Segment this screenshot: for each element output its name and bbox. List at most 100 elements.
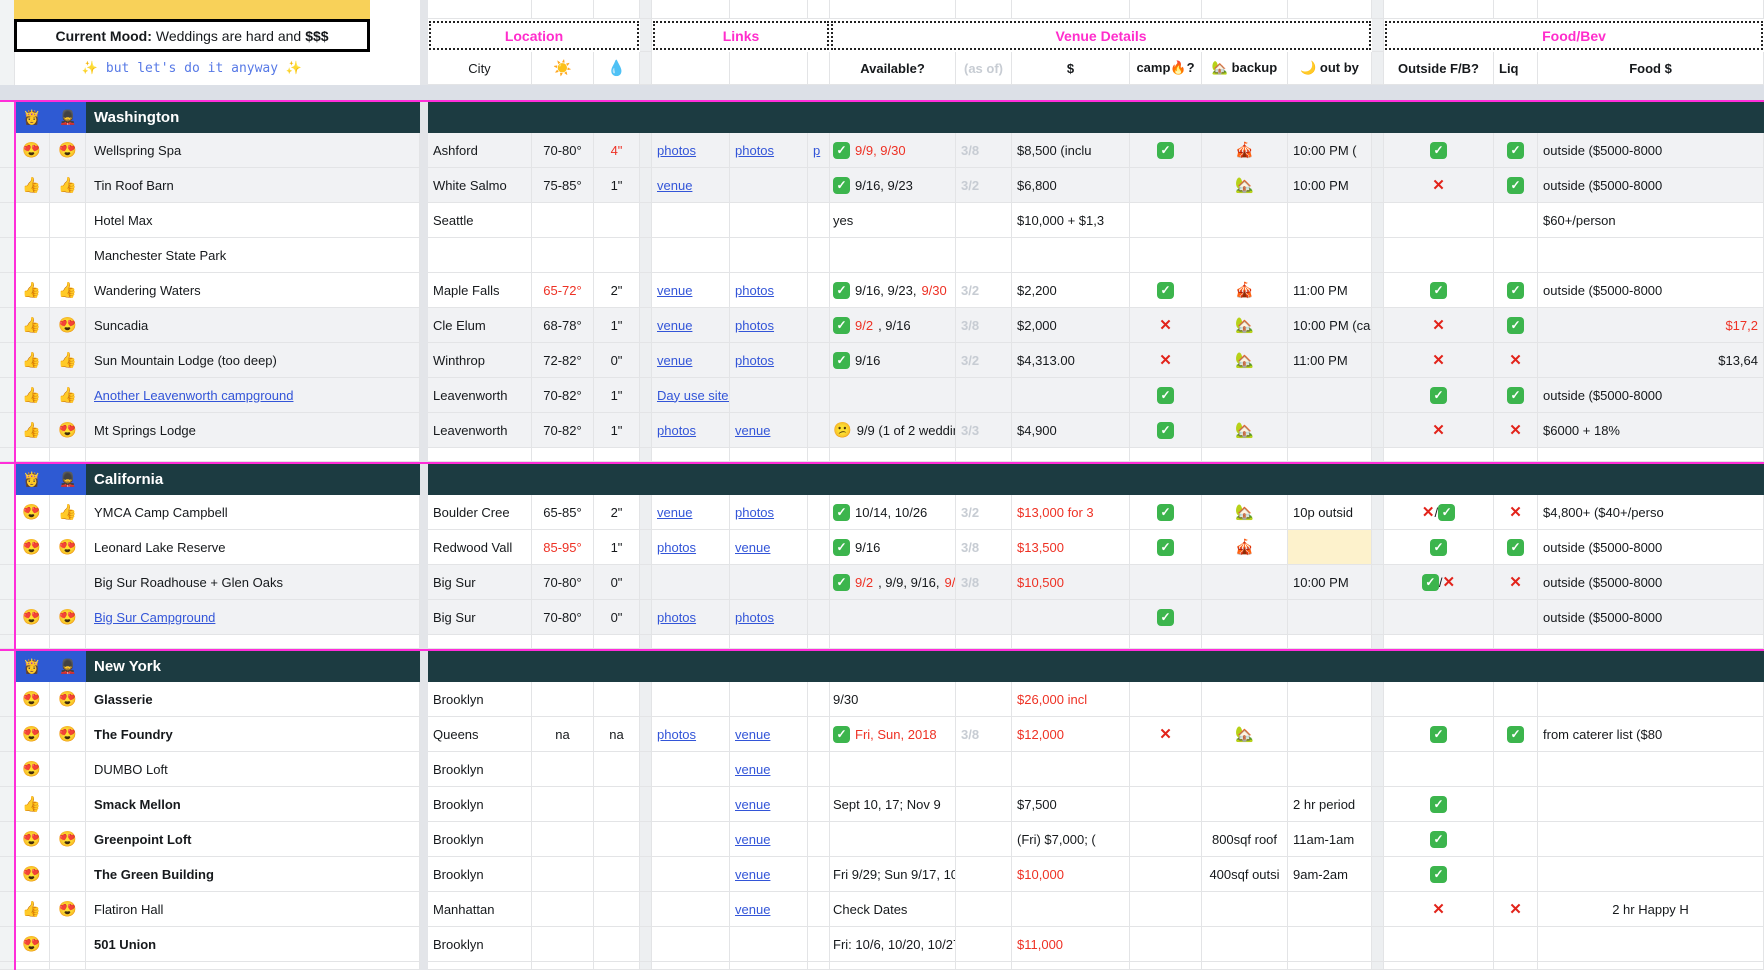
outside-fb-cell[interactable] <box>1384 238 1494 273</box>
liquor-cell[interactable] <box>1494 682 1538 717</box>
out-by-cell[interactable] <box>1288 892 1372 927</box>
link-cell[interactable]: venue <box>730 787 808 822</box>
availability-cell[interactable] <box>830 238 956 273</box>
city-cell[interactable]: Queens <box>428 717 532 752</box>
her-rating-cell[interactable]: 😍 <box>14 822 50 857</box>
temp-range-cell[interactable]: na <box>532 717 594 752</box>
venue-name-cell[interactable]: The Green Building <box>86 857 420 892</box>
venue-name-cell[interactable]: DUMBO Loft <box>86 752 420 787</box>
price-cell[interactable] <box>1012 752 1130 787</box>
food-cost-cell[interactable]: $6000 + 18% <box>1538 413 1764 448</box>
availability-cell[interactable]: Check Dates <box>830 892 956 927</box>
section-title[interactable]: Washington <box>86 102 420 133</box>
venue-link[interactable]: venue <box>657 352 693 368</box>
rain-backup-cell[interactable]: 🏡 <box>1202 717 1288 752</box>
her-rating-cell[interactable]: 👍 <box>14 378 50 413</box>
outside-fb-cell[interactable]: ✓ <box>1384 717 1494 752</box>
venue-name-cell[interactable]: Wandering Waters <box>86 273 420 308</box>
group-venue-details[interactable]: Venue Details <box>831 21 1371 50</box>
food-cost-cell[interactable]: outside ($5000-8000 <box>1538 600 1764 635</box>
link-cell[interactable]: venue <box>730 530 808 565</box>
section-title[interactable]: New York <box>86 651 420 682</box>
as-of-cell[interactable]: 3/3 <box>956 413 1012 448</box>
link-cell[interactable] <box>652 822 730 857</box>
col-backup-header[interactable]: 🏡 backup <box>1202 52 1288 85</box>
availability-cell[interactable] <box>830 752 956 787</box>
his-rating-cell[interactable] <box>50 203 86 238</box>
as-of-cell[interactable] <box>956 752 1012 787</box>
venue-link[interactable]: venue <box>657 282 693 298</box>
city-cell[interactable]: Leavenworth <box>428 413 532 448</box>
his-rating-cell[interactable]: 👍 <box>50 273 86 308</box>
as-of-cell[interactable] <box>956 682 1012 717</box>
link-cell[interactable]: venue <box>730 752 808 787</box>
city-cell[interactable]: Brooklyn <box>428 927 532 962</box>
temp-range-cell[interactable]: 70-82° <box>532 378 594 413</box>
link-cell[interactable] <box>808 752 830 787</box>
liquor-cell[interactable]: ✕ <box>1494 565 1538 600</box>
rain-backup-cell[interactable] <box>1202 238 1288 273</box>
his-rating-cell[interactable] <box>50 752 86 787</box>
city-cell[interactable]: Seattle <box>428 203 532 238</box>
venue-name-cell[interactable]: Suncadia <box>86 308 420 343</box>
his-rating-cell[interactable]: 👍 <box>50 343 86 378</box>
venue-link[interactable]: venue <box>735 761 771 777</box>
venue-name-cell[interactable]: Big Sur Campground <box>86 600 420 635</box>
out-by-cell[interactable]: 2 hr period <box>1288 787 1372 822</box>
outside-fb-cell[interactable] <box>1384 752 1494 787</box>
venue-name-cell[interactable]: Wellspring Spa <box>86 133 420 168</box>
sun-icon[interactable]: ☀️ <box>532 52 594 85</box>
liquor-cell[interactable]: ✓ <box>1494 133 1538 168</box>
availability-cell[interactable]: ✓ Fri, Sun, 2018 <box>830 717 956 752</box>
venue-link[interactable]: venue <box>657 177 693 193</box>
as-of-cell[interactable] <box>956 822 1012 857</box>
his-rating-cell[interactable]: 👍 <box>50 168 86 203</box>
venue-name-cell[interactable]: Smack Mellon <box>86 787 420 822</box>
food-cost-cell[interactable]: $17,2 <box>1538 308 1764 343</box>
his-rating-cell[interactable] <box>50 927 86 962</box>
price-cell[interactable]: $10,000 + $1,3 <box>1012 203 1130 238</box>
camping-cell[interactable] <box>1130 822 1202 857</box>
price-cell[interactable]: $13,000 for 3 <box>1012 495 1130 530</box>
outside-fb-cell[interactable] <box>1384 600 1494 635</box>
rainfall-cell[interactable] <box>594 927 640 962</box>
rainfall-cell[interactable]: 2" <box>594 273 640 308</box>
venue-link[interactable]: venue <box>735 901 771 917</box>
liquor-cell[interactable] <box>1494 857 1538 892</box>
col-as-of-header[interactable]: (as of) <box>956 52 1012 85</box>
out-by-cell[interactable] <box>1288 378 1372 413</box>
link-cell[interactable] <box>652 682 730 717</box>
his-rating-cell[interactable]: 😍 <box>50 717 86 752</box>
link-cell[interactable] <box>730 927 808 962</box>
availability-cell[interactable] <box>830 822 956 857</box>
venue-link[interactable]: photos <box>657 726 697 742</box>
venue-link[interactable]: photos <box>735 317 775 333</box>
her-rating-cell[interactable] <box>14 203 50 238</box>
her-rating-cell[interactable]: 😍 <box>14 717 50 752</box>
link-cell[interactable] <box>808 413 830 448</box>
venue-link[interactable]: photos <box>735 504 775 520</box>
camping-cell[interactable]: ✓ <box>1130 495 1202 530</box>
camping-cell[interactable] <box>1130 565 1202 600</box>
her-rating-cell[interactable]: 😍 <box>14 682 50 717</box>
her-rating-cell[interactable]: 😍 <box>14 927 50 962</box>
out-by-cell[interactable] <box>1288 717 1372 752</box>
out-by-cell[interactable] <box>1288 238 1372 273</box>
rainfall-cell[interactable]: 0" <box>594 600 640 635</box>
his-avatar-icon[interactable]: 💂 <box>50 464 86 495</box>
rain-backup-cell[interactable]: 🏡 <box>1202 495 1288 530</box>
liquor-cell[interactable]: ✕ <box>1494 413 1538 448</box>
price-cell[interactable]: $8,500 (inclu <box>1012 133 1130 168</box>
price-cell[interactable]: $13,500 <box>1012 530 1130 565</box>
temp-range-cell[interactable]: 70-80° <box>532 133 594 168</box>
liquor-cell[interactable] <box>1494 752 1538 787</box>
link-cell[interactable]: venue <box>730 413 808 448</box>
outside-fb-cell[interactable]: ✓ <box>1384 530 1494 565</box>
link-cell[interactable]: photos <box>652 133 730 168</box>
his-rating-cell[interactable]: 😍 <box>50 682 86 717</box>
rainfall-cell[interactable]: na <box>594 717 640 752</box>
link-cell[interactable]: venue <box>652 495 730 530</box>
food-cost-cell[interactable] <box>1538 927 1764 962</box>
her-rating-cell[interactable] <box>14 565 50 600</box>
out-by-cell[interactable] <box>1288 530 1372 565</box>
